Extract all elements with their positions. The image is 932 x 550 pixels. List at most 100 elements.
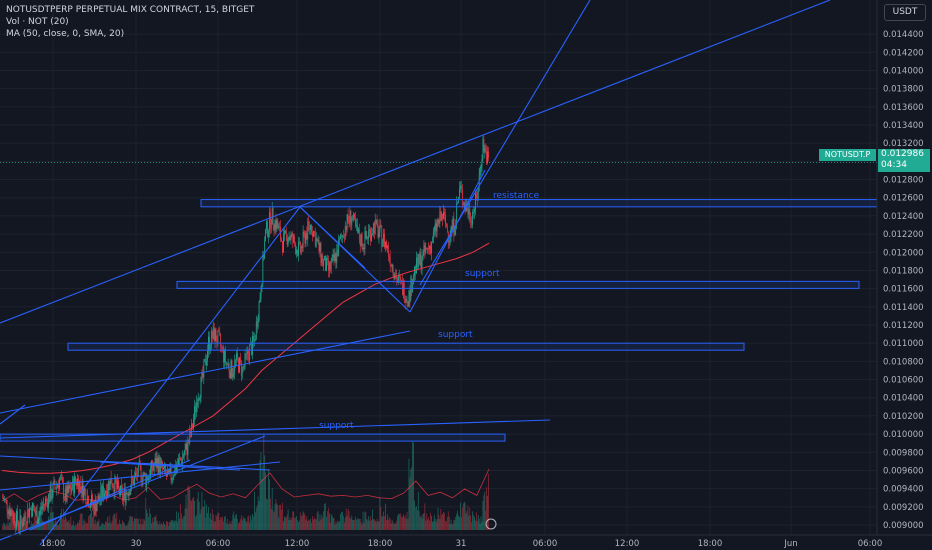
volume-bar xyxy=(352,520,354,530)
volume-bar xyxy=(151,517,153,530)
volume-bar xyxy=(121,524,122,530)
candle-body xyxy=(198,399,200,400)
candle-body xyxy=(192,423,193,429)
volume-bar xyxy=(424,503,426,530)
candle-body xyxy=(36,510,38,524)
candle-body xyxy=(365,231,367,239)
volume-bar xyxy=(6,522,8,530)
candle-body xyxy=(417,254,419,268)
candle-body xyxy=(223,347,224,363)
candle-body xyxy=(221,345,222,347)
candle-body xyxy=(91,494,92,506)
volume-bar xyxy=(158,524,160,530)
volume-bar xyxy=(431,515,432,530)
symbol-title[interactable]: NOTUSDTPERP PERPETUAL MIX CONTRACT, 15, … xyxy=(6,5,255,15)
candle-body xyxy=(172,477,174,479)
volume-bar xyxy=(181,519,183,530)
volume-bar xyxy=(128,520,130,530)
candle-body xyxy=(183,454,185,458)
volume-bar xyxy=(88,516,90,530)
volume-bar xyxy=(174,520,176,530)
volume-bar xyxy=(423,513,425,530)
volume-bar xyxy=(114,513,116,530)
volume-bar xyxy=(189,489,191,530)
candle-body xyxy=(205,358,207,365)
volume-bar xyxy=(473,514,474,530)
price-axis[interactable]: 0.009000 0.009200 0.009400 0.009600 0.009800… xyxy=(876,0,932,550)
zones[interactable]: resistance support support support xyxy=(0,191,878,442)
candle-body xyxy=(268,230,269,237)
volume-bar xyxy=(475,512,477,530)
volume-bar xyxy=(144,520,146,530)
candle-body xyxy=(219,332,221,335)
candle-body xyxy=(167,469,169,474)
volume-bar xyxy=(83,519,85,530)
volume-bar xyxy=(308,519,310,530)
volume-bar xyxy=(242,516,244,530)
volume-bar xyxy=(5,524,7,530)
candle-body xyxy=(273,225,275,230)
candle-body xyxy=(427,248,429,249)
volume-bar xyxy=(378,521,380,530)
candle-body xyxy=(27,508,29,524)
candle-body xyxy=(471,222,473,225)
candle-body xyxy=(309,225,311,231)
volume-bar xyxy=(362,512,364,530)
candle-body xyxy=(354,213,355,219)
volume-bar xyxy=(195,516,196,530)
candle-body xyxy=(37,520,39,524)
candle-body xyxy=(241,366,243,376)
volume-bar xyxy=(310,518,311,530)
volume-bar xyxy=(283,521,284,530)
candle-body xyxy=(381,226,383,247)
price-tick-label: 0.012000 xyxy=(883,248,924,258)
symbol-tag: NOTUSDT.P xyxy=(819,149,876,161)
volume-bar xyxy=(399,513,400,530)
candle-body xyxy=(265,229,267,242)
volume-bar xyxy=(148,516,149,530)
trendline xyxy=(29,459,191,531)
candle-body xyxy=(438,220,440,224)
volume-bar xyxy=(130,515,132,530)
candle-body xyxy=(319,242,321,252)
candle-body xyxy=(466,205,468,211)
volume-bar xyxy=(375,522,377,530)
volume-bar xyxy=(337,520,339,530)
volume-bar xyxy=(299,512,301,530)
volume-bar xyxy=(371,520,372,530)
volume-indicator[interactable]: Vol · NOT (20) xyxy=(6,17,69,27)
legend: NOTUSDTPERP PERPETUAL MIX CONTRACT, 15, … xyxy=(6,4,254,40)
volume-bar xyxy=(9,522,11,530)
candle-body xyxy=(168,469,170,473)
candle-body xyxy=(41,506,43,509)
candle-body xyxy=(249,345,251,360)
time-tick-label: 06:00 xyxy=(533,539,558,549)
volume-bar xyxy=(229,521,231,530)
trendlines[interactable] xyxy=(0,0,831,546)
volume-bar xyxy=(71,525,73,530)
currency-button[interactable]: USDT xyxy=(884,4,926,21)
volume-bar xyxy=(183,515,185,530)
candle-body xyxy=(473,212,474,213)
candle-body xyxy=(468,208,470,215)
volume-bar xyxy=(225,523,227,530)
candle-body xyxy=(288,236,290,240)
time-axis[interactable]: 18:00 30 06:00 12:00 18:00 31 06:00 12:00 18:00 J… xyxy=(0,518,932,549)
volume-bar xyxy=(215,514,217,530)
ma-indicator[interactable]: MA (50, close, 0, SMA, 20) xyxy=(6,29,125,39)
volume-bar xyxy=(483,495,485,530)
candle-body xyxy=(388,255,390,258)
volume-bar xyxy=(328,508,329,530)
candle-body xyxy=(176,466,178,473)
candle-body xyxy=(95,499,97,512)
candle-body xyxy=(114,476,116,494)
candle-body xyxy=(106,490,107,497)
candle-body xyxy=(287,239,289,245)
candle-body xyxy=(444,211,445,216)
volume-bar xyxy=(434,518,436,530)
volume-bar xyxy=(138,524,140,530)
volume-bar xyxy=(349,517,351,530)
candle-body xyxy=(213,327,215,342)
candle-body xyxy=(470,219,472,223)
